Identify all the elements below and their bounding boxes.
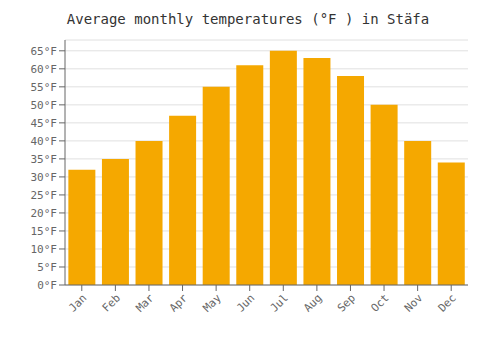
svg-text:Apr: Apr: [167, 291, 191, 315]
svg-text:0°F: 0°F: [37, 279, 57, 292]
svg-text:Aug: Aug: [301, 291, 324, 314]
svg-text:Nov: Nov: [402, 291, 426, 315]
html-text:Average monthly temperatures (: Average monthly temperatures (°F ) in St…: [66, 11, 430, 27]
svg-text:May: May: [201, 291, 225, 315]
svg-text:10°F: 10°F: [31, 243, 58, 256]
svg-text:Oct: Oct: [368, 291, 391, 314]
svg-text:40°F: 40°F: [31, 135, 58, 148]
svg-text:65°F: 65°F: [31, 45, 58, 58]
svg-text:25°F: 25°F: [31, 189, 58, 202]
svg-text:Jan: Jan: [66, 291, 89, 314]
svg-text:50°F: 50°F: [31, 99, 58, 112]
svg-text:Jul: Jul: [268, 291, 291, 314]
svg-text:15°F: 15°F: [31, 225, 58, 238]
svg-text:Dec: Dec: [436, 291, 459, 314]
svg-text:5°F: 5°F: [37, 261, 57, 274]
svg-text:45°F: 45°F: [31, 117, 58, 130]
svg-text:20°F: 20°F: [31, 207, 58, 220]
svg-text:55°F: 55°F: [31, 81, 58, 94]
svg-text:60°F: 60°F: [31, 63, 58, 76]
svg-text:35°F: 35°F: [31, 153, 58, 166]
svg-text:30°F: 30°F: [31, 171, 58, 184]
svg-text:Feb: Feb: [100, 291, 123, 314]
svg-text:Sep: Sep: [335, 291, 358, 314]
svg-text:Jun: Jun: [234, 291, 257, 314]
svg-text:Mar: Mar: [133, 291, 157, 315]
